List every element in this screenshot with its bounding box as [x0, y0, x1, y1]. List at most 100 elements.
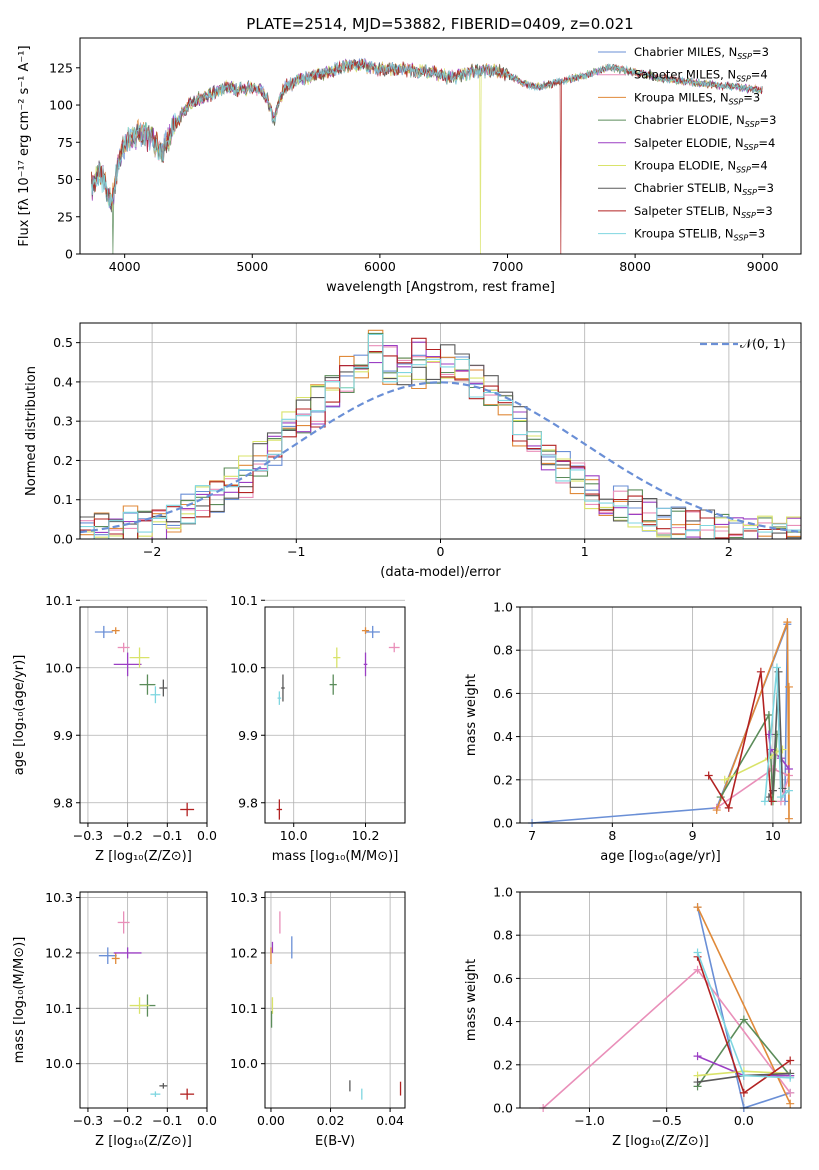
x-tick-label: −0.1 [152, 828, 182, 843]
x-tick-label: 8000 [619, 259, 651, 274]
spectrum-series-line [91, 58, 763, 254]
weight-marker [783, 618, 792, 627]
spectrum-lines [91, 57, 763, 254]
x-tick-label: 9 [689, 828, 697, 843]
y-tick-label: 0.2 [53, 453, 73, 468]
y-tick-label: 50 [57, 172, 73, 187]
weight-marker [786, 1088, 795, 1097]
weight-marker [776, 793, 785, 802]
legend-label: Kroupa ELODIE, NSSP=4 [634, 159, 768, 175]
y-tick-label: 0.4 [493, 1014, 513, 1029]
weight-marker [712, 806, 721, 815]
panel-age-vs-z: −0.3 −0.2 −0.1 0.0 9.8 9.9 10.0 10.1 Z [log₁₀(Z/… [12, 593, 217, 864]
weight-marker [756, 667, 765, 676]
y-tick-label: 75 [57, 135, 73, 150]
histogram-step-line [80, 333, 801, 540]
y-tick-label: 0.4 [493, 729, 513, 744]
legend-label: Salpeter STELIB, NSSP=3 [634, 204, 773, 220]
spectrum-series-line [91, 58, 763, 254]
x-tick-label: 7 [528, 828, 536, 843]
spectrum-series-line [91, 59, 763, 254]
x-tick-label: 8 [608, 828, 616, 843]
x-tick-label: 7000 [492, 259, 524, 274]
x-axis-label: Z [log₁₀(Z/Z⊙)] [95, 849, 192, 864]
axes-frame [264, 891, 406, 1109]
x-tick-label: −0.5 [651, 1113, 681, 1128]
panel-residual-histogram: −2 −1 0 1 2 0.0 0.1 0.2 0.3 0.4 0.5 (data-model)/er… [24, 322, 802, 580]
weight-marker [786, 1099, 795, 1108]
weight-marker [786, 1073, 795, 1082]
legend-label: Chabrier MILES, NSSP=3 [634, 45, 769, 61]
weight-marker [784, 786, 793, 795]
y-tick-label: 0.1 [53, 492, 73, 507]
y-tick-label: 125 [49, 60, 73, 75]
y-tick-label: 10.3 [45, 890, 73, 905]
y-tick-label: 9.9 [238, 728, 258, 743]
y-tick-label: 0.5 [53, 335, 73, 350]
axes-frame [79, 37, 802, 255]
axes-frame [79, 891, 208, 1109]
axes-frame [519, 606, 802, 824]
y-tick-label: 10.0 [45, 1056, 73, 1071]
spectrum-title: PLATE=2514, MJD=53882, FIBERID=0409, z=0… [246, 15, 633, 33]
y-tick-label: 9.9 [53, 728, 73, 743]
y-tick-label: 100 [49, 98, 73, 113]
x-tick-label: 6000 [364, 259, 396, 274]
x-tick-label: 0 [437, 544, 445, 559]
weight-marker [786, 1056, 795, 1065]
x-tick-label: 0.00 [257, 1113, 285, 1128]
x-tick-label: −0.2 [112, 828, 142, 843]
x-tick-label: 0.0 [197, 828, 217, 843]
y-tick-label: 0 [65, 247, 73, 262]
y-tick-label: 0.6 [493, 686, 513, 701]
weight-line [716, 768, 790, 809]
x-axis-label: age [log₁₀(age/yr)] [600, 849, 721, 864]
x-tick-label: −0.2 [112, 1113, 142, 1128]
weight-marker [764, 711, 773, 719]
x-axis-label: Z [log₁₀(Z/Z⊙)] [612, 1134, 709, 1149]
y-tick-label: 1.0 [493, 600, 513, 615]
y-tick-label: 10.2 [45, 945, 73, 960]
weight-marker [784, 814, 793, 823]
x-tick-label: 0.02 [317, 1113, 345, 1128]
spectrum-legend: Chabrier MILES, NSSP=3 Salpeter MILES, NS… [598, 45, 776, 243]
y-axis-label: mass weight [464, 959, 479, 1041]
y-tick-label: 9.8 [238, 795, 258, 810]
x-tick-label: 1 [581, 544, 589, 559]
x-axis-label: mass [log₁₀(M/M⊙)] [272, 849, 399, 864]
spectrum-series-line [91, 58, 763, 208]
axes-frame [519, 891, 802, 1109]
weight-marker [739, 1088, 748, 1097]
histogram-series [80, 329, 801, 540]
x-tick-label: 0.0 [197, 1113, 217, 1128]
y-axis-label: Normed distribution [24, 366, 39, 496]
x-tick-label: 2 [725, 544, 733, 559]
weight-marker [693, 1052, 702, 1061]
weight-line [715, 621, 790, 819]
weight-line [708, 671, 773, 810]
panel-massweight-vs-z: −1.0 −0.5 0.0 0.0 0.2 0.4 0.6 0.8 1.0 Z [log₁₀(Z/… [464, 885, 802, 1149]
y-tick-label: 1.0 [493, 885, 513, 900]
weight-marker [784, 682, 793, 691]
y-tick-label: 0.2 [493, 1057, 513, 1072]
y-tick-label: 10.1 [45, 593, 73, 608]
x-tick-label: −0.3 [73, 1113, 103, 1128]
panel-spectrum: 4000 5000 6000 7000 8000 9000 0 25 50 75 100 125 wav… [17, 37, 802, 295]
legend-label: Chabrier STELIB, NSSP=3 [634, 181, 774, 197]
y-tick-label: 0.0 [493, 1101, 513, 1116]
x-tick-label: 9000 [747, 259, 779, 274]
axes-frame [79, 606, 208, 824]
weight-marker [693, 903, 702, 912]
panel-mass-vs-z: −0.3 −0.2 −0.1 0.0 10.0 10.1 10.2 10.3 Z [log₁₀(… [12, 890, 217, 1149]
x-axis-label: (data-model)/error [380, 565, 501, 580]
y-tick-label: 10.2 [230, 945, 258, 960]
weight-marker [693, 1078, 702, 1087]
axes-frame [79, 322, 802, 540]
y-axis-label: mass weight [464, 674, 479, 756]
weight-line [764, 667, 790, 802]
weight-marker [704, 771, 713, 780]
weight-marker [772, 663, 781, 672]
y-tick-label: 9.8 [53, 795, 73, 810]
y-tick-label: 0.0 [53, 532, 73, 547]
